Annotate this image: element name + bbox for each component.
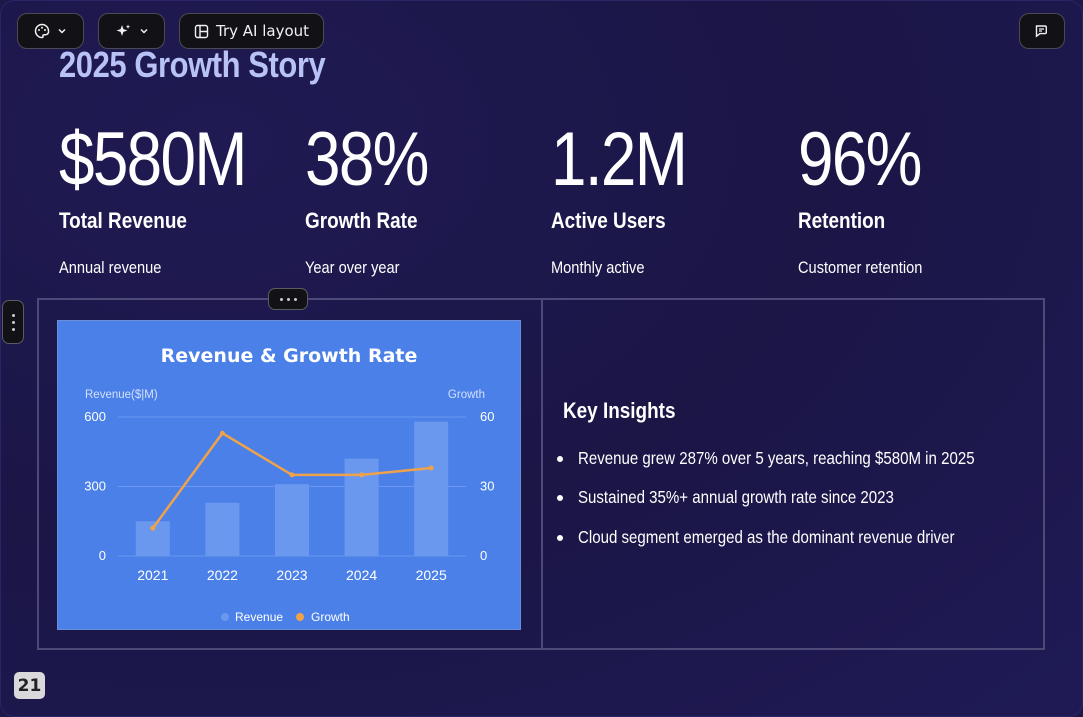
slide-title[interactable]: 2025 Growth Story xyxy=(59,44,326,85)
stat-value: 38% xyxy=(305,117,429,202)
try-ai-layout-button[interactable]: Try AI layout xyxy=(179,13,324,49)
dot xyxy=(11,313,15,317)
dot xyxy=(11,327,15,331)
dot xyxy=(279,297,283,301)
insight-text: Sustained 35%+ annual growth rate since … xyxy=(578,487,894,507)
bar-revenue xyxy=(205,502,240,556)
x-tick-label: 2024 xyxy=(346,567,377,583)
point-growth xyxy=(359,472,365,478)
chart-card[interactable]: Revenue & Growth Rate Revenue($|M) Growt… xyxy=(57,320,521,630)
stat-value: 1.2M xyxy=(551,117,688,202)
stat-value: $580M xyxy=(59,117,247,202)
y-tick-label: 300 xyxy=(84,479,106,494)
x-tick-label: 2023 xyxy=(276,567,307,583)
point-growth xyxy=(150,525,156,531)
chevron-down-icon xyxy=(139,26,149,36)
legend-swatch-growth xyxy=(296,613,304,621)
dot xyxy=(286,297,290,301)
y2-tick-label: 60 xyxy=(480,409,494,424)
stat-retention[interactable]: 96% Retention Customer retention xyxy=(798,117,1028,278)
column-divider xyxy=(541,298,543,650)
point-growth xyxy=(428,465,434,471)
y2-tick-label: 0 xyxy=(480,548,487,563)
theme-menu-button[interactable] xyxy=(17,13,84,49)
point-growth xyxy=(289,472,295,478)
bullet xyxy=(557,456,563,462)
stat-label: Active Users xyxy=(551,208,666,233)
stat-value: 96% xyxy=(798,117,922,202)
y-axis-label: Revenue($|M) xyxy=(85,389,158,401)
insights-title[interactable]: Key Insights xyxy=(563,398,676,423)
insight-text: Cloud segment emerged as the dominant re… xyxy=(578,527,955,547)
y-tick-label: 0 xyxy=(99,548,106,563)
bar-revenue xyxy=(275,484,309,556)
stat-revenue[interactable]: $580M Total Revenue Annual revenue xyxy=(59,117,289,278)
ai-menu-button[interactable] xyxy=(98,13,165,49)
x-tick-label: 2021 xyxy=(137,567,168,583)
x-tick-label: 2022 xyxy=(207,567,238,583)
stat-users[interactable]: 1.2M Active Users Monthly active xyxy=(551,117,781,278)
chevron-down-icon xyxy=(57,26,67,36)
bullet xyxy=(557,495,563,501)
stat-sub: Annual revenue xyxy=(59,258,162,277)
comments-button[interactable] xyxy=(1019,13,1065,49)
legend-label-growth[interactable]: Growth xyxy=(311,610,350,624)
y-tick-label: 600 xyxy=(84,409,106,424)
try-ai-layout-label: Try AI layout xyxy=(215,22,310,40)
stat-sub: Year over year xyxy=(305,258,400,277)
stat-sub: Monthly active xyxy=(551,258,645,277)
x-tick-label: 2025 xyxy=(416,567,447,583)
y2-tick-label: 30 xyxy=(480,479,494,494)
insight-text: Revenue grew 287% over 5 years, reaching… xyxy=(578,448,975,468)
stat-sub: Customer retention xyxy=(798,258,923,277)
sparkle-icon xyxy=(115,23,132,40)
stat-label: Total Revenue xyxy=(59,208,187,233)
bar-revenue xyxy=(414,421,449,556)
point-growth xyxy=(219,430,225,436)
legend-swatch-revenue xyxy=(221,613,229,621)
stat-label: Retention xyxy=(798,208,886,233)
revenue-growth-chart: Revenue & Growth Rate Revenue($|M) Growt… xyxy=(84,345,494,624)
palette-icon xyxy=(34,23,50,39)
page-number-badge[interactable]: 21 xyxy=(14,672,45,699)
legend-label-revenue[interactable]: Revenue xyxy=(235,610,283,624)
block-drag-handle[interactable] xyxy=(268,288,308,310)
bullet xyxy=(557,535,563,541)
stat-growth[interactable]: 38% Growth Rate Year over year xyxy=(305,117,535,278)
row-drag-handle[interactable] xyxy=(2,300,24,344)
comment-icon xyxy=(1034,23,1050,39)
layout-icon xyxy=(194,24,209,39)
stat-label: Growth Rate xyxy=(305,208,418,233)
chart-title: Revenue & Growth Rate xyxy=(161,345,418,367)
dot xyxy=(293,297,297,301)
y2-axis-label: Growth xyxy=(448,389,485,401)
dot xyxy=(11,320,15,324)
